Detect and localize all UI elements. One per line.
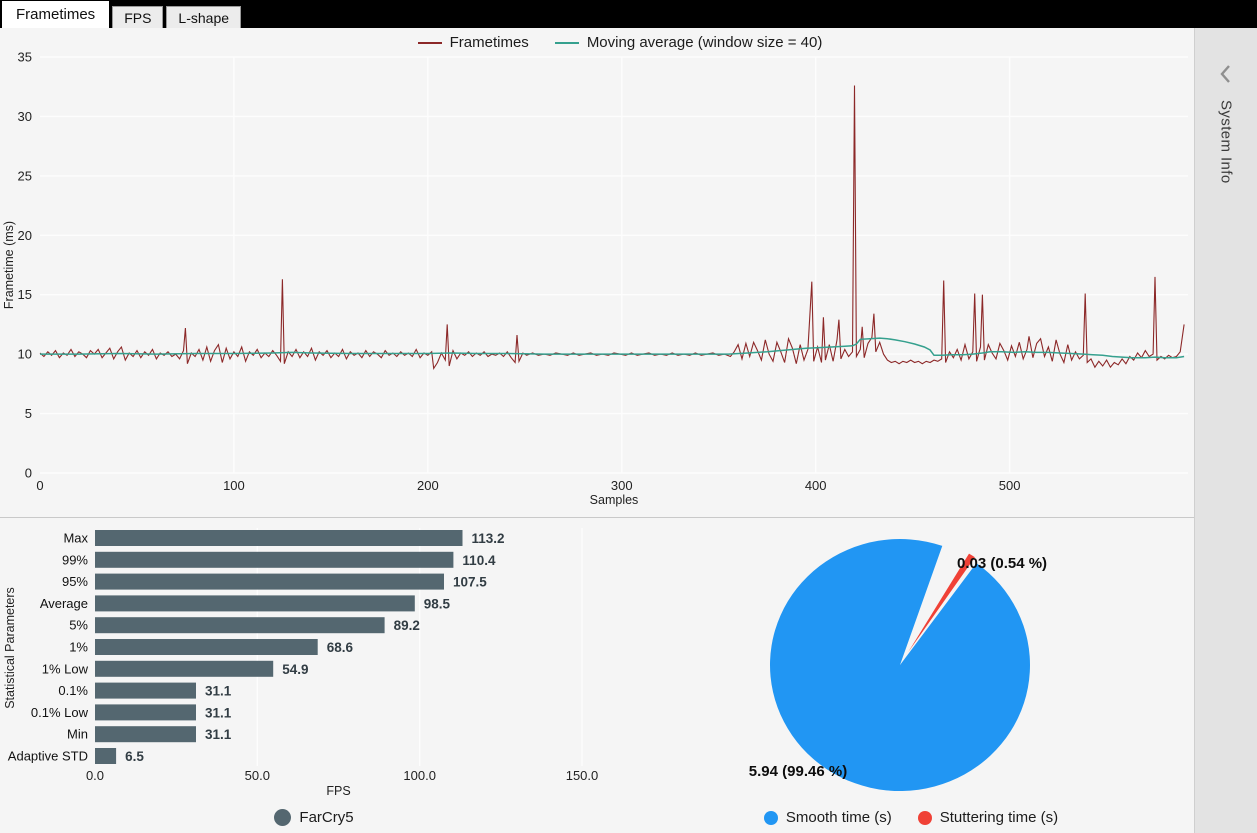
statistics-bar-chart-panel: 0.0 50.0 100.0 150.0 Max 113.2 99% 110.4 95% 107.… <box>0 518 628 833</box>
legend-item-smooth-time: Smooth time (s) <box>763 809 892 826</box>
pie-slice-smooth <box>769 539 1030 792</box>
tab-fps[interactable]: FPS <box>112 6 164 28</box>
chart-text: 54.9 <box>282 662 308 677</box>
chart-text: 5% <box>69 618 88 633</box>
chart-text: 200 <box>417 478 439 493</box>
chart-text: 0.1% <box>58 683 88 698</box>
moving-average-line <box>40 337 1185 359</box>
chart-text: Min <box>67 727 88 742</box>
legend-item-frametimes: Frametimes <box>417 34 529 51</box>
chart-text: 0 <box>25 466 32 481</box>
statistics-bar-chart: 0.0 50.0 100.0 150.0 Max 113.2 99% 110.4 95% 107.… <box>3 528 599 798</box>
legend-item-moving-average: Moving average (window size = 40) <box>554 34 823 51</box>
chart-text: 150.0 <box>566 768 599 783</box>
stat-bar <box>95 704 196 721</box>
legend-label-stuttering-time: Stuttering time (s) <box>939 809 1059 826</box>
chart-text: 31.1 <box>205 727 232 742</box>
frametimes-line <box>39 85 1185 370</box>
chart-text: 31.1 <box>205 705 232 720</box>
chart-text: 15 <box>18 287 32 302</box>
stat-bar <box>95 530 463 546</box>
chart-text: 95% <box>62 574 88 589</box>
chart-text: 10 <box>18 347 32 362</box>
legend-item-farcry5: FarCry5 <box>274 809 354 826</box>
stat-bar <box>95 573 444 590</box>
chart-text: 0.03 (0.54 %) <box>957 555 1047 572</box>
chart-text: 5 <box>25 406 32 421</box>
moving-average-swatch <box>554 41 579 44</box>
line-chart-legend: Frametimes Moving average (window size =… <box>0 34 1194 51</box>
chart-text: 500 <box>999 478 1021 493</box>
stat-bar <box>95 551 454 568</box>
farcry5-swatch <box>274 809 292 826</box>
smooth-time-swatch <box>763 810 778 825</box>
chart-text: 6.5 <box>125 749 144 764</box>
legend-label-farcry5: FarCry5 <box>299 809 354 826</box>
chart-text: Frametime (ms) <box>2 221 16 309</box>
legend-label-moving-average: Moving average (window size = 40) <box>586 34 823 51</box>
collapse-chevron-icon[interactable] <box>1216 60 1236 88</box>
chart-text: 100 <box>223 478 245 493</box>
tab-bar: Frametimes FPS L-shape <box>0 0 1257 28</box>
chart-text: Average <box>40 596 88 611</box>
system-info-title[interactable]: System Info <box>1217 100 1235 184</box>
stat-bar <box>95 639 318 655</box>
chart-text: 1% Low <box>42 661 89 676</box>
stat-bar <box>95 595 415 612</box>
chart-text: 0.0 <box>86 768 104 783</box>
chart-text: 107.5 <box>453 575 487 590</box>
chart-text: 98.5 <box>424 596 451 611</box>
chart-text: 25 <box>18 168 32 183</box>
chart-text: 20 <box>18 228 32 243</box>
chart-text: 68.6 <box>327 640 354 655</box>
stuttering-time-swatch <box>917 810 932 825</box>
chart-text: 1% <box>69 640 88 655</box>
legend-label-smooth-time: Smooth time (s) <box>785 809 892 826</box>
stat-bar <box>95 726 196 743</box>
frametimes-swatch <box>417 41 442 44</box>
legend-item-stuttering-time: Stuttering time (s) <box>917 809 1059 826</box>
chart-text: Samples <box>590 493 639 507</box>
chart-text: Max <box>63 531 88 546</box>
chart-text: 99% <box>62 552 88 567</box>
chart-text: Statistical Parameters <box>3 587 17 709</box>
chart-text: 5.94 (99.46 %) <box>749 763 847 780</box>
stat-bar <box>95 660 274 677</box>
frametimes-chart-panel: Frametimes Moving average (window size =… <box>0 28 1194 518</box>
frametimes-line-chart: 0 5 10 15 20 25 30 35 0 100 200 300 400 500 Samples Fra… <box>2 50 1188 507</box>
pie-chart-legend: Smooth time (s) Stuttering time (s) <box>628 809 1194 826</box>
tab-frametimes[interactable]: Frametimes <box>2 1 110 28</box>
chart-text: 300 <box>611 478 633 493</box>
chart-text: 30 <box>18 109 32 124</box>
chart-text: 100.0 <box>403 768 436 783</box>
chart-text: 110.4 <box>462 553 496 568</box>
chart-text: 35 <box>18 50 32 65</box>
stat-bar <box>95 682 196 699</box>
chart-text: 113.2 <box>472 531 505 546</box>
chart-text: 400 <box>805 478 827 493</box>
stat-bar <box>95 748 117 764</box>
chart-text: 89.2 <box>394 618 420 633</box>
stuttering-pie-chart: 0.03 (0.54 %) 5.94 (99.46 %) <box>749 539 1047 792</box>
stat-bar <box>95 617 385 634</box>
tab-l-shape[interactable]: L-shape <box>166 6 242 28</box>
chart-text: 50.0 <box>245 768 270 783</box>
chart-text: 31.1 <box>205 684 232 699</box>
bar-chart-legend: FarCry5 <box>0 809 628 826</box>
legend-label-frametimes: Frametimes <box>449 34 529 51</box>
system-info-panel: System Info <box>1194 28 1257 833</box>
chart-text: 0.1% Low <box>31 705 89 720</box>
chart-text: FPS <box>326 784 350 798</box>
chart-text: Adaptive STD <box>8 749 88 764</box>
stuttering-pie-chart-panel: 0.03 (0.54 %) 5.94 (99.46 %) Smooth time … <box>628 518 1194 833</box>
pie-slice-stuttering <box>908 553 975 653</box>
chart-text: 0 <box>36 478 43 493</box>
